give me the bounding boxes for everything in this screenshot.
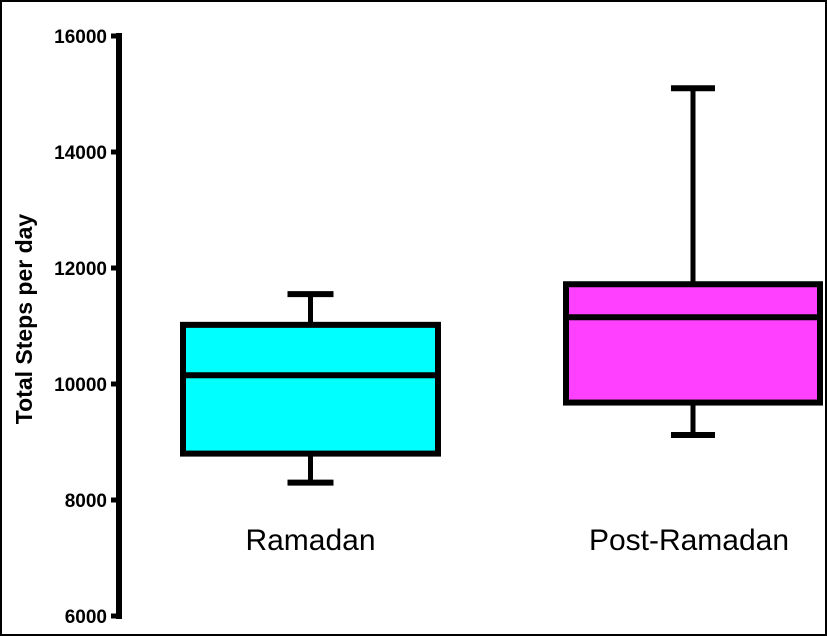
y-tick-label: 10000 [54,375,107,396]
y-tick-label: 16000 [54,27,107,48]
y-tick-label: 12000 [54,259,107,280]
y-tick-label: 14000 [54,143,107,164]
y-axis-title: Total Steps per day [11,214,37,425]
box-ramadan [180,291,441,486]
iqr-box [563,281,823,406]
iqr-box [180,321,441,457]
category-label: Ramadan [245,524,375,557]
category-label: Post-Ramadan [589,524,789,557]
box-post-ramadan [563,85,823,439]
y-tick-label: 8000 [65,491,107,512]
y-tick-label: 6000 [65,607,107,628]
